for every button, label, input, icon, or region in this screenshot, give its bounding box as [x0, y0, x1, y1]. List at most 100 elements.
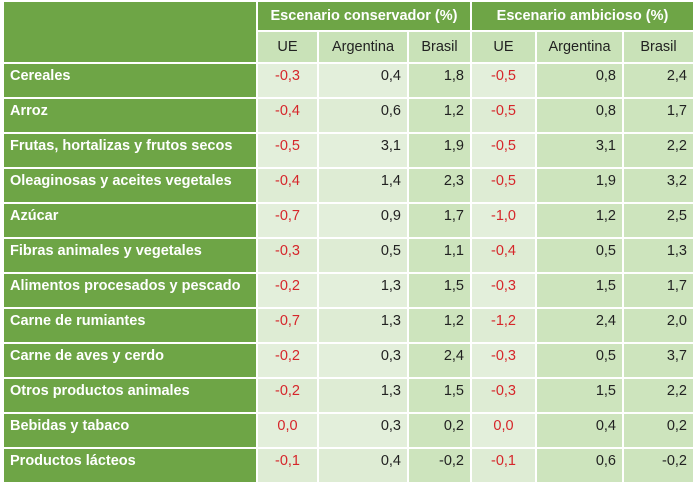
table-row: Arroz -0,4 0,6 1,2 -0,5 0,8 1,7 — [4, 99, 693, 132]
value-cell: -0,3 — [472, 379, 535, 412]
value-cell: -0,5 — [472, 64, 535, 97]
row-label: Fibras animales y vegetales — [4, 239, 256, 272]
value-cell: 2,2 — [624, 134, 693, 167]
value-cell: 1,5 — [537, 274, 622, 307]
row-label: Carne de aves y cerdo — [4, 344, 256, 377]
row-label: Cereales — [4, 64, 256, 97]
value-cell: 1,5 — [409, 274, 470, 307]
value-cell: -0,2 — [258, 274, 317, 307]
value-cell: 1,9 — [409, 134, 470, 167]
value-cell: 1,8 — [409, 64, 470, 97]
value-cell: -0,5 — [258, 134, 317, 167]
table-row: Otros productos animales -0,2 1,3 1,5 -0,3 1,… — [4, 379, 693, 412]
value-cell: -0,2 — [409, 449, 470, 482]
table-row: Productos lácteos -0,1 0,4 -0,2 -0,1 0,6 -0,2 — [4, 449, 693, 482]
column-header-brasil: Brasil — [624, 32, 693, 62]
value-cell: 3,1 — [319, 134, 407, 167]
row-label: Arroz — [4, 99, 256, 132]
value-cell: 0,8 — [537, 99, 622, 132]
column-header-argentina: Argentina — [319, 32, 407, 62]
row-label: Carne de rumiantes — [4, 309, 256, 342]
value-cell: 0,8 — [537, 64, 622, 97]
value-cell: 1,1 — [409, 239, 470, 272]
value-cell: 0,4 — [319, 449, 407, 482]
value-cell: 0,3 — [319, 344, 407, 377]
value-cell: 0,5 — [537, 239, 622, 272]
value-cell: 2,0 — [624, 309, 693, 342]
value-cell: -0,1 — [258, 449, 317, 482]
value-cell: 0,5 — [537, 344, 622, 377]
value-cell: 1,7 — [624, 274, 693, 307]
value-cell: 1,3 — [319, 274, 407, 307]
value-cell: 1,5 — [537, 379, 622, 412]
value-cell: 1,3 — [624, 239, 693, 272]
column-header-ue: UE — [258, 32, 317, 62]
data-table: Escenario conservador (%) Escenario ambi… — [2, 0, 695, 484]
group-header-ambicioso: Escenario ambicioso (%) — [472, 2, 693, 30]
value-cell: -0,4 — [258, 99, 317, 132]
value-cell: 0,0 — [258, 414, 317, 447]
value-cell: 0,5 — [319, 239, 407, 272]
value-cell: 0,9 — [319, 204, 407, 237]
value-cell: 0,2 — [409, 414, 470, 447]
value-cell: 1,3 — [319, 309, 407, 342]
value-cell: 0,0 — [472, 414, 535, 447]
group-header-conservador: Escenario conservador (%) — [258, 2, 470, 30]
table-row: Oleaginosas y aceites vegetales -0,4 1,4 2,… — [4, 169, 693, 202]
value-cell: -0,7 — [258, 309, 317, 342]
value-cell: -0,5 — [472, 134, 535, 167]
value-cell: 3,2 — [624, 169, 693, 202]
value-cell: -0,4 — [258, 169, 317, 202]
value-cell: -0,2 — [258, 344, 317, 377]
value-cell: 2,4 — [624, 64, 693, 97]
value-cell: -0,2 — [624, 449, 693, 482]
column-header-ue: UE — [472, 32, 535, 62]
value-cell: 1,2 — [409, 99, 470, 132]
value-cell: 2,4 — [409, 344, 470, 377]
value-cell: 0,6 — [319, 99, 407, 132]
value-cell: -0,3 — [258, 239, 317, 272]
value-cell: 0,6 — [537, 449, 622, 482]
value-cell: -1,0 — [472, 204, 535, 237]
value-cell: -0,3 — [472, 274, 535, 307]
table-row: Carne de aves y cerdo -0,2 0,3 2,4 -0,3 0,5 3,… — [4, 344, 693, 377]
value-cell: 1,7 — [409, 204, 470, 237]
value-cell: -0,4 — [472, 239, 535, 272]
value-cell: -1,2 — [472, 309, 535, 342]
value-cell: -0,3 — [258, 64, 317, 97]
row-label: Frutas, hortalizas y frutos secos — [4, 134, 256, 167]
row-label: Oleaginosas y aceites vegetales — [4, 169, 256, 202]
value-cell: 3,1 — [537, 134, 622, 167]
row-label: Otros productos animales — [4, 379, 256, 412]
value-cell: 2,3 — [409, 169, 470, 202]
value-cell: -0,3 — [472, 344, 535, 377]
column-header-brasil: Brasil — [409, 32, 470, 62]
value-cell: 0,4 — [319, 64, 407, 97]
table-row: Azúcar -0,7 0,9 1,7 -1,0 1,2 2,5 — [4, 204, 693, 237]
value-cell: 1,9 — [537, 169, 622, 202]
value-cell: 1,3 — [319, 379, 407, 412]
row-label: Productos lácteos — [4, 449, 256, 482]
row-label: Azúcar — [4, 204, 256, 237]
value-cell: 1,2 — [537, 204, 622, 237]
value-cell: 2,5 — [624, 204, 693, 237]
value-cell: -0,2 — [258, 379, 317, 412]
row-label: Bebidas y tabaco — [4, 414, 256, 447]
row-label: Alimentos procesados y pescado — [4, 274, 256, 307]
value-cell: -0,7 — [258, 204, 317, 237]
column-header-argentina: Argentina — [537, 32, 622, 62]
table-row: Carne de rumiantes -0,7 1,3 1,2 -1,2 2,4 2,0 — [4, 309, 693, 342]
corner-cell — [4, 2, 256, 62]
value-cell: -0,5 — [472, 99, 535, 132]
table-row: Bebidas y tabaco 0,0 0,3 0,2 0,0 0,4 0,2 — [4, 414, 693, 447]
value-cell: -0,5 — [472, 169, 535, 202]
value-cell: 1,4 — [319, 169, 407, 202]
value-cell: 1,2 — [409, 309, 470, 342]
value-cell: 0,4 — [537, 414, 622, 447]
value-cell: 2,2 — [624, 379, 693, 412]
value-cell: 3,7 — [624, 344, 693, 377]
value-cell: 0,2 — [624, 414, 693, 447]
value-cell: 1,5 — [409, 379, 470, 412]
value-cell: 2,4 — [537, 309, 622, 342]
table-row: Fibras animales y vegetales -0,3 0,5 1,1 -0,… — [4, 239, 693, 272]
